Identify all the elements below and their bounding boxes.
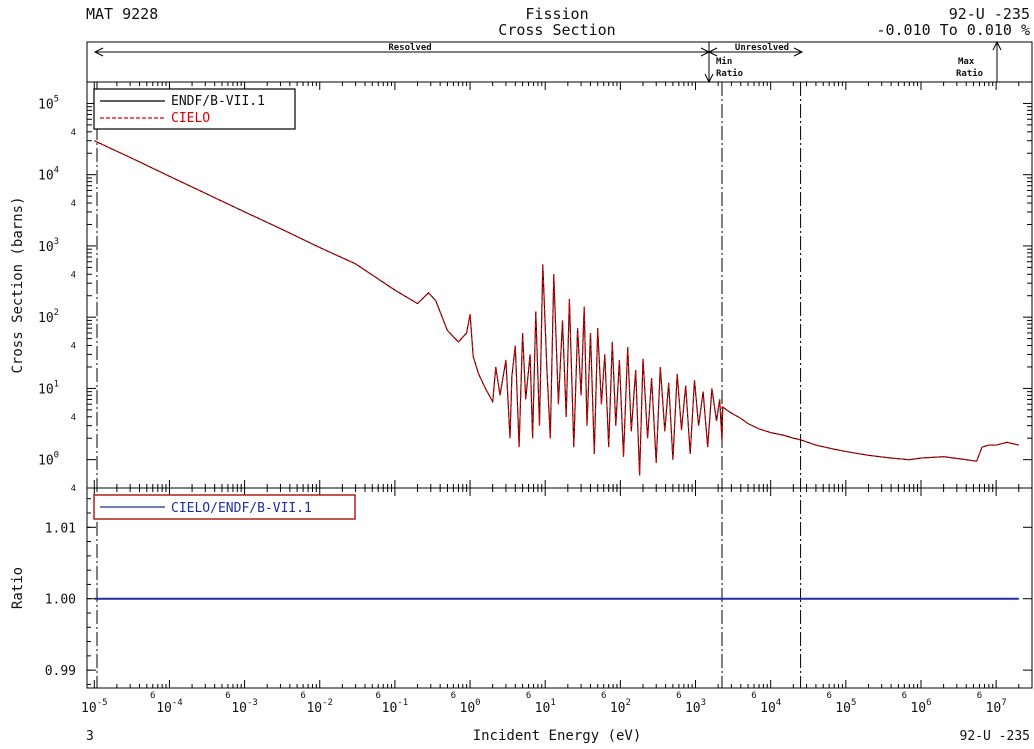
x-tick-label: 10-1 <box>382 698 409 716</box>
legend-label-endf: ENDF/B-VII.1 <box>171 94 265 109</box>
ratio-tick-label: 1.01 <box>45 521 76 536</box>
y-tick-label: 102 <box>38 308 59 326</box>
x-minor-tick-label: 6 <box>150 691 155 701</box>
legend-label-cielo: CIELO <box>171 111 210 126</box>
y-minor-tick-label: 4 <box>71 128 76 138</box>
x-minor-tick-label: 6 <box>451 691 456 701</box>
y-tick-label: 100 <box>38 451 59 469</box>
ratio-range-label: -0.010 To 0.010 % <box>876 21 1030 39</box>
legend-label-ratio: CIELO/ENDF/B-VII.1 <box>171 501 312 516</box>
x-tick-labels: 10-5610-4610-3610-2610-16100610161026103… <box>81 691 1007 716</box>
y-tick-label: 105 <box>38 94 59 112</box>
series-line-cielo <box>94 140 1019 476</box>
x-minor-tick-label: 6 <box>300 691 305 701</box>
x-minor-tick-label: 6 <box>902 691 907 701</box>
y-tick-label: 104 <box>38 166 59 184</box>
y-minor-tick-label: 4 <box>71 199 76 209</box>
x-minor-tick-label: 6 <box>601 691 606 701</box>
x-tick-label: 10-3 <box>231 698 258 716</box>
x-tick-label: 10-4 <box>156 698 183 716</box>
x-tick-label: 101 <box>535 698 556 716</box>
mat-number: MAT 9228 <box>86 5 158 23</box>
nuclide-label: 92-U -235 <box>949 5 1030 23</box>
x-tick-label: 103 <box>685 698 706 716</box>
y-minor-tick-label: 4 <box>71 342 76 352</box>
y-minor-tick-label: 4 <box>71 413 76 423</box>
quantity-title: Cross Section <box>498 21 615 39</box>
reaction-title: Fission <box>525 5 588 23</box>
x-tick-label: 10-2 <box>306 698 333 716</box>
cross-section-panel-frame <box>86 81 1033 489</box>
unresolved-arrow-right-icon <box>793 47 804 57</box>
x-minor-tick-label: 6 <box>751 691 756 701</box>
y-tick-labels: 100 4 101 4 102 4 103 4 104 4 105 4 0.99 1.00 1.01 <box>38 94 76 679</box>
x-minor-tick-label: 6 <box>526 691 531 701</box>
footer-nuclide: 92-U -235 <box>960 729 1030 744</box>
page-number: 3 <box>86 729 94 744</box>
y-minor-tick-label: 4 <box>71 484 76 494</box>
resolved-label: Resolved <box>388 43 431 53</box>
x-tick-label: 104 <box>760 698 781 716</box>
unresolved-label: Unresolved <box>735 43 789 53</box>
y-tick-label: 101 <box>38 379 59 397</box>
x-tick-label: 106 <box>910 698 931 716</box>
axis-ticks <box>87 81 1033 688</box>
x-axis-label: Incident Energy (eV) <box>473 728 642 744</box>
x-tick-label: 107 <box>986 698 1007 716</box>
x-tick-label: 10-5 <box>81 698 108 716</box>
resolved-arrow-left-icon <box>93 47 104 57</box>
x-minor-tick-label: 6 <box>225 691 230 701</box>
region-bar <box>86 41 1033 83</box>
x-tick-label: 102 <box>610 698 631 716</box>
x-minor-tick-label: 6 <box>376 691 381 701</box>
y-tick-label: 103 <box>38 237 59 255</box>
x-minor-tick-label: 6 <box>977 691 982 701</box>
y-axis-label-ratio: Ratio <box>10 567 26 609</box>
series-layer <box>94 140 1019 600</box>
max-ratio-arrow-icon <box>992 40 1002 51</box>
y-axis-label-cross-section: Cross Section (barns) <box>10 196 26 373</box>
y-minor-tick-label: 4 <box>71 270 76 280</box>
max-ratio-label-1: Max <box>958 57 975 67</box>
min-ratio-label-2: Ratio <box>716 68 743 79</box>
ratio-tick-label: 0.99 <box>45 664 76 679</box>
min-ratio-label-1: Min <box>716 56 732 67</box>
region-boundary-lines <box>96 82 802 688</box>
x-minor-tick-label: 6 <box>826 691 831 701</box>
x-tick-label: 105 <box>835 698 856 716</box>
x-tick-label: 100 <box>460 698 481 716</box>
x-minor-tick-label: 6 <box>676 691 681 701</box>
series-line-endf <box>94 140 1019 476</box>
max-ratio-label-2: Ratio <box>956 68 983 79</box>
ratio-tick-label: 1.00 <box>45 593 76 608</box>
legend-box <box>93 88 296 130</box>
ratio-panel-frame <box>86 487 1033 689</box>
